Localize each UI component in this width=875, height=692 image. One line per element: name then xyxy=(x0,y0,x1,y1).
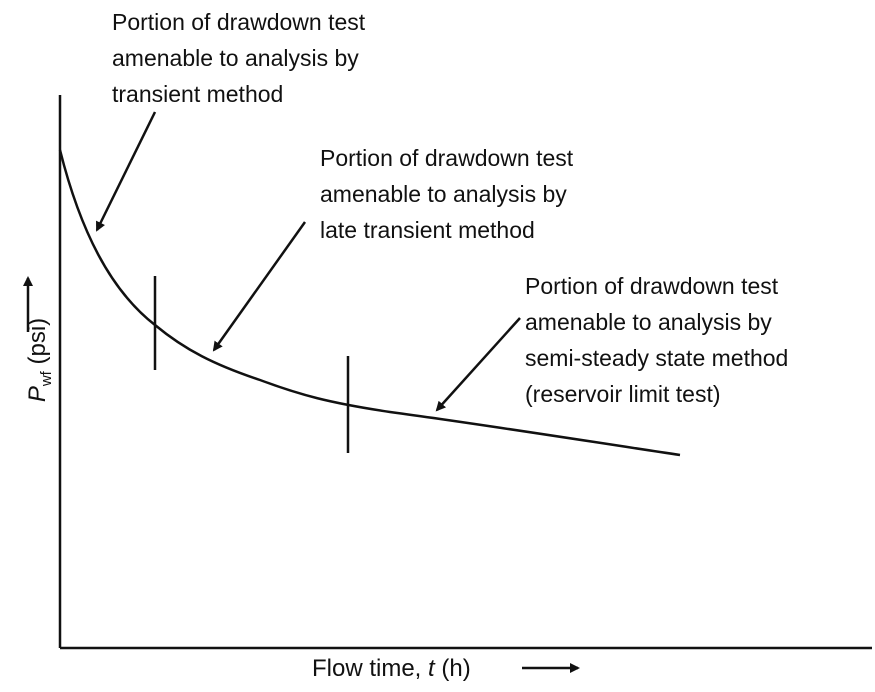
x-axis-label-unit: (h) xyxy=(434,655,471,682)
y-axis-label-subscript: wf xyxy=(38,371,55,387)
y-axis-label-variable: P xyxy=(24,386,51,403)
x-axis-label: Flow time, t (h) xyxy=(312,655,471,683)
arrow-late-transient xyxy=(212,221,307,352)
y-axis-label: Pwf (psi) xyxy=(24,317,55,403)
arrow-semi-steady xyxy=(435,317,521,412)
x-axis-label-prefix: Flow time, xyxy=(312,655,429,682)
annotation-late-transient: Portion of drawdown test amenable to ana… xyxy=(320,145,574,243)
x-axis-label-variable: t xyxy=(428,655,435,682)
annotation-semi-steady: Portion of drawdown test amenable to ana… xyxy=(525,273,789,407)
y-axis-label-unit: (psi) xyxy=(24,317,51,372)
pressure-curve xyxy=(58,149,681,457)
annotation-transient: Portion of drawdown test amenable to ana… xyxy=(112,9,366,107)
arrow-transient xyxy=(95,111,157,232)
